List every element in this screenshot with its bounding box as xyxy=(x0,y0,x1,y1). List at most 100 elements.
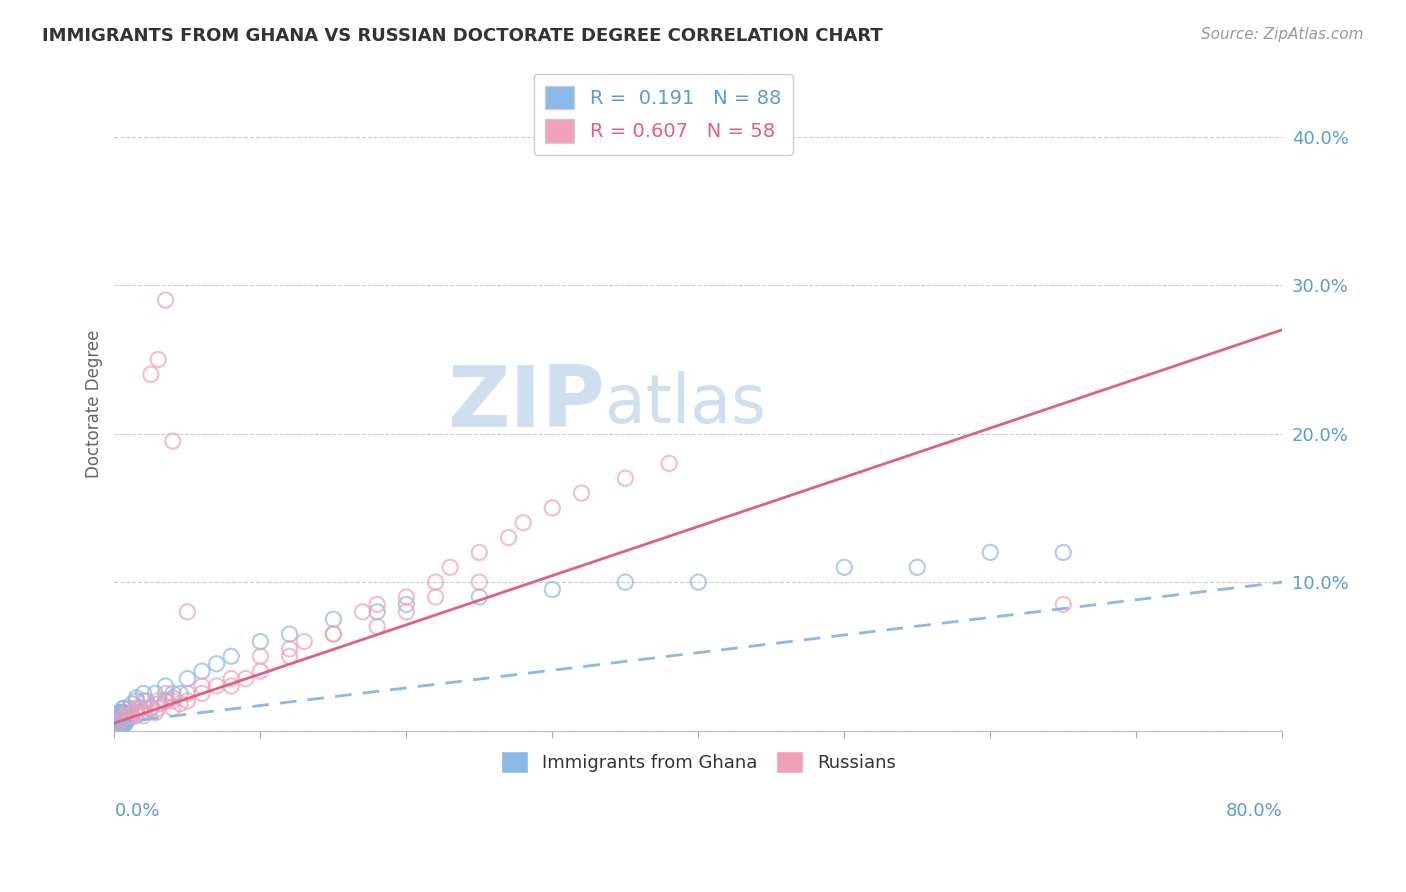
Point xyxy=(114,706,136,720)
Point xyxy=(129,706,152,720)
Point xyxy=(468,590,491,604)
Point xyxy=(155,686,177,700)
Point xyxy=(118,701,141,715)
Legend: Immigrants from Ghana, Russians: Immigrants from Ghana, Russians xyxy=(494,744,903,780)
Point xyxy=(1052,545,1074,559)
Point xyxy=(322,612,344,626)
Point xyxy=(468,575,491,590)
Point xyxy=(110,712,132,726)
Point xyxy=(132,694,155,708)
Point xyxy=(169,686,191,700)
Point xyxy=(395,590,418,604)
Point xyxy=(249,649,271,664)
Point xyxy=(107,708,129,723)
Point xyxy=(468,545,491,559)
Point xyxy=(176,672,198,686)
Point xyxy=(292,634,315,648)
Point xyxy=(366,598,388,612)
Point xyxy=(110,708,132,723)
Point xyxy=(121,697,143,711)
Point xyxy=(125,708,148,723)
Point xyxy=(111,708,134,723)
Point xyxy=(107,716,129,731)
Point xyxy=(148,701,170,715)
Point xyxy=(219,672,242,686)
Point xyxy=(111,708,134,723)
Point xyxy=(162,694,184,708)
Point xyxy=(114,717,136,731)
Text: IMMIGRANTS FROM GHANA VS RUSSIAN DOCTORATE DEGREE CORRELATION CHART: IMMIGRANTS FROM GHANA VS RUSSIAN DOCTORA… xyxy=(42,27,883,45)
Point xyxy=(111,706,134,720)
Point xyxy=(110,714,132,729)
Point xyxy=(110,708,132,723)
Text: Source: ZipAtlas.com: Source: ZipAtlas.com xyxy=(1201,27,1364,42)
Point xyxy=(114,714,136,729)
Point xyxy=(395,598,418,612)
Point xyxy=(135,694,157,708)
Point xyxy=(110,714,132,729)
Point xyxy=(366,620,388,634)
Point xyxy=(111,712,134,726)
Point xyxy=(111,712,134,726)
Point xyxy=(112,701,135,715)
Text: 80.0%: 80.0% xyxy=(1226,802,1282,820)
Point xyxy=(498,531,520,545)
Point xyxy=(148,697,170,711)
Point xyxy=(111,716,134,731)
Point xyxy=(107,716,129,731)
Point xyxy=(107,708,129,723)
Point xyxy=(139,368,162,382)
Point xyxy=(139,701,162,715)
Text: ZIP: ZIP xyxy=(447,362,605,445)
Point xyxy=(191,664,214,678)
Point xyxy=(512,516,534,530)
Point xyxy=(110,706,132,720)
Point xyxy=(114,701,136,715)
Point xyxy=(155,694,177,708)
Point xyxy=(219,649,242,664)
Point xyxy=(155,293,177,307)
Point xyxy=(132,686,155,700)
Point xyxy=(129,701,152,715)
Point xyxy=(110,714,132,729)
Text: 0.0%: 0.0% xyxy=(114,802,160,820)
Point xyxy=(121,708,143,723)
Point xyxy=(979,545,1001,559)
Text: atlas: atlas xyxy=(605,371,766,437)
Point xyxy=(114,706,136,720)
Point xyxy=(110,712,132,726)
Point xyxy=(249,634,271,648)
Point xyxy=(148,352,170,367)
Point xyxy=(115,714,138,729)
Point xyxy=(249,664,271,678)
Point xyxy=(111,712,134,726)
Point xyxy=(111,708,134,723)
Point xyxy=(322,627,344,641)
Point xyxy=(125,706,148,720)
Point xyxy=(107,706,129,720)
Point xyxy=(112,712,135,726)
Point xyxy=(125,694,148,708)
Point xyxy=(143,686,166,700)
Point xyxy=(111,712,134,726)
Point xyxy=(688,575,710,590)
Point xyxy=(112,706,135,720)
Point xyxy=(278,627,301,641)
Point xyxy=(169,697,191,711)
Point xyxy=(322,627,344,641)
Point xyxy=(114,708,136,723)
Point xyxy=(139,701,162,715)
Point xyxy=(110,714,132,729)
Point xyxy=(571,486,593,500)
Point xyxy=(107,716,129,731)
Point xyxy=(107,712,129,726)
Point xyxy=(143,706,166,720)
Point xyxy=(191,679,214,693)
Point xyxy=(176,605,198,619)
Point xyxy=(176,694,198,708)
Point xyxy=(112,717,135,731)
Point xyxy=(162,434,184,449)
Point xyxy=(132,706,155,720)
Point xyxy=(132,708,155,723)
Point xyxy=(129,701,152,715)
